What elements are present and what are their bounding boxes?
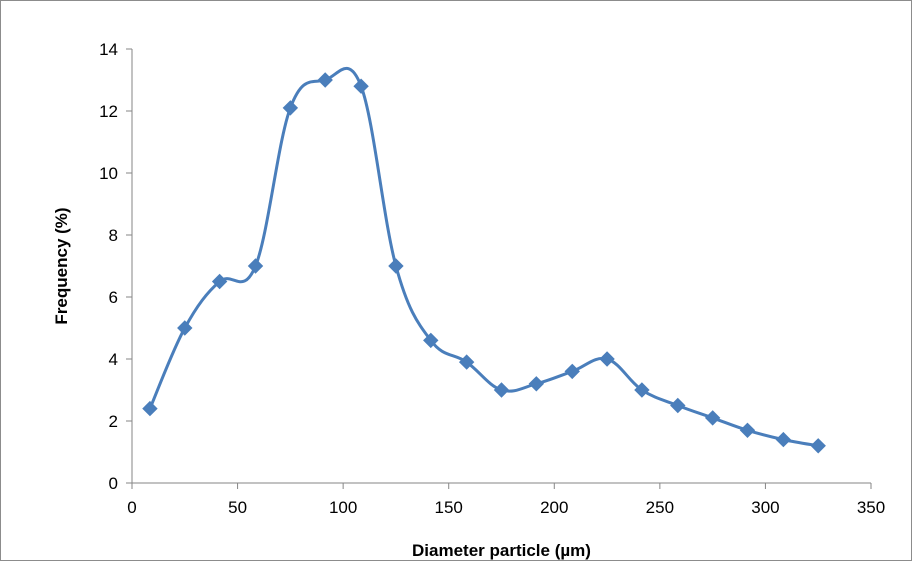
data-point-marker: [634, 382, 650, 398]
data-point-marker: [247, 258, 264, 274]
x-tick-label: 0: [127, 498, 136, 517]
x-axis-title: Diameter particle (µm): [412, 541, 591, 560]
data-point-marker: [564, 363, 580, 380]
data-point-marker: [810, 438, 826, 454]
y-tick-label: 10: [99, 164, 118, 183]
x-tick-label: 150: [435, 498, 463, 517]
y-tick-label: 6: [109, 288, 118, 307]
data-point-marker: [282, 100, 299, 116]
y-tick-label: 8: [109, 226, 118, 245]
y-tick-label: 4: [109, 350, 118, 369]
x-tick-label: 200: [540, 498, 568, 517]
data-point-marker: [528, 376, 545, 392]
x-tick-label: 350: [857, 498, 885, 517]
data-point-marker: [353, 78, 369, 94]
x-tick-label: 300: [751, 498, 779, 517]
x-tick-label: 100: [329, 498, 357, 517]
y-tick-label: 12: [99, 102, 118, 121]
data-point-marker: [211, 273, 228, 290]
data-point-marker: [775, 431, 792, 448]
data-point-marker: [493, 382, 510, 398]
x-tick-label: 50: [228, 498, 247, 517]
data-point-marker: [423, 332, 439, 349]
y-tick-label: 0: [109, 474, 118, 493]
data-point-marker: [142, 400, 158, 417]
data-point-marker: [704, 410, 721, 426]
data-point-marker: [670, 397, 686, 414]
data-point-marker: [388, 258, 404, 274]
series-line: [148, 67, 819, 448]
y-axis-title: Frequency (%): [52, 207, 71, 324]
data-point-marker: [599, 351, 615, 367]
data-point-marker: [317, 72, 333, 88]
x-tick-label: 250: [646, 498, 674, 517]
data-point-marker: [177, 320, 193, 336]
y-tick-label: 2: [109, 412, 118, 431]
data-point-marker: [739, 422, 756, 439]
y-tick-label: 14: [99, 40, 118, 59]
data-point-marker: [458, 354, 475, 370]
